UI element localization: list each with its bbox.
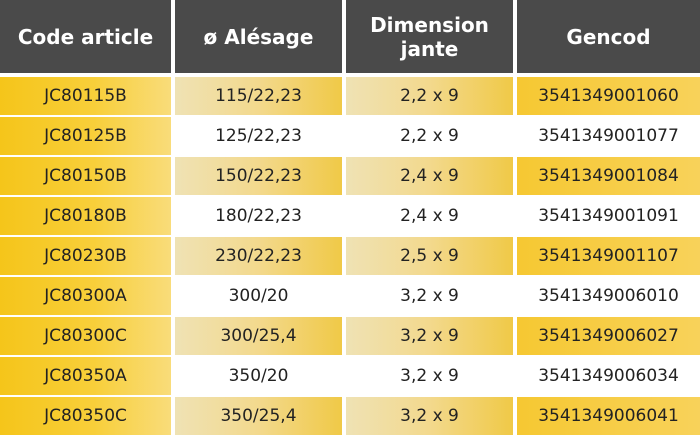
cell-gencod: 3541349001084 [517,157,700,195]
cell-code: JC80300C [0,317,171,355]
header-dimension-line2: jante [400,36,459,61]
cell-dimension: 3,2 x 9 [346,317,513,355]
cell-alesage: 350/25,4 [175,397,342,435]
cell-dimension: 3,2 x 9 [346,277,513,315]
cell-gencod: 3541349001107 [517,237,700,275]
cell-code: JC80230B [0,237,171,275]
cell-alesage: 150/22,23 [175,157,342,195]
table-row: JC80300A 300/20 3,2 x 9 3541349006010 [0,277,700,315]
table-row: JC80180B 180/22,23 2,4 x 9 3541349001091 [0,197,700,235]
cell-dimension: 2,4 x 9 [346,157,513,195]
header-alesage-label: ø Alésage [203,24,314,49]
cell-dimension: 2,5 x 9 [346,237,513,275]
header-gencod-label: Gencod [566,24,651,49]
cell-gencod: 3541349001091 [517,197,700,235]
cell-code: JC80350A [0,357,171,395]
cell-gencod: 3541349001060 [517,77,700,115]
cell-alesage: 230/22,23 [175,237,342,275]
cell-dimension: 2,2 x 9 [346,77,513,115]
cell-dimension: 3,2 x 9 [346,357,513,395]
cell-dimension: 2,2 x 9 [346,117,513,155]
cell-alesage: 300/25,4 [175,317,342,355]
header-dimension-jante: Dimension jante [346,0,513,73]
header-gencod: Gencod [517,0,700,73]
header-code-article: Code article [0,0,171,73]
cell-code: JC80125B [0,117,171,155]
cell-alesage: 125/22,23 [175,117,342,155]
cell-code: JC80180B [0,197,171,235]
table-row: JC80230B 230/22,23 2,5 x 9 3541349001107 [0,237,700,275]
table-row: JC80125B 125/22,23 2,2 x 9 3541349001077 [0,117,700,155]
header-alesage: ø Alésage [175,0,342,73]
cell-gencod: 3541349006010 [517,277,700,315]
table-row: JC80350A 350/20 3,2 x 9 3541349006034 [0,357,700,395]
table-row: JC80150B 150/22,23 2,4 x 9 3541349001084 [0,157,700,195]
table-row: JC80300C 300/25,4 3,2 x 9 3541349006027 [0,317,700,355]
header-dimension-line1: Dimension [370,12,489,37]
cell-code: JC80150B [0,157,171,195]
cell-code: JC80350C [0,397,171,435]
cell-gencod: 3541349006027 [517,317,700,355]
table-row: JC80350C 350/25,4 3,2 x 9 3541349006041 [0,397,700,435]
cell-alesage: 350/20 [175,357,342,395]
cell-code: JC80115B [0,77,171,115]
cell-alesage: 300/20 [175,277,342,315]
cell-alesage: 115/22,23 [175,77,342,115]
cell-gencod: 3541349001077 [517,117,700,155]
table-header: Code article ø Alésage Dimension jante G… [0,0,700,73]
header-code-article-label: Code article [17,24,154,49]
cell-dimension: 2,4 x 9 [346,197,513,235]
cell-dimension: 3,2 x 9 [346,397,513,435]
cell-alesage: 180/22,23 [175,197,342,235]
cell-gencod: 3541349006034 [517,357,700,395]
cell-code: JC80300A [0,277,171,315]
table-row: JC80115B 115/22,23 2,2 x 9 3541349001060 [0,77,700,115]
cell-gencod: 3541349006041 [517,397,700,435]
